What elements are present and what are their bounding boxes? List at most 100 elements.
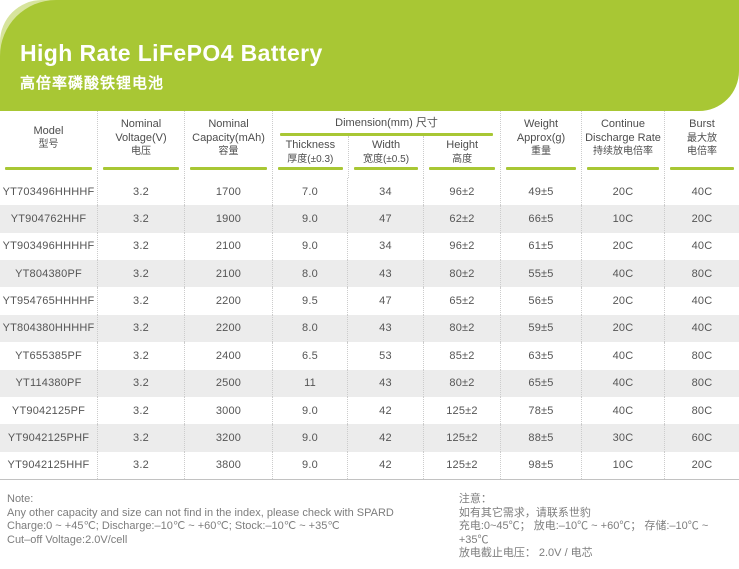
- cell-height: 96±2: [423, 178, 500, 206]
- cell-width: 43: [347, 369, 423, 397]
- cell-capacity: 1900: [184, 205, 272, 233]
- cell-height: 80±2: [423, 260, 500, 288]
- cell-capacity: 2400: [184, 342, 272, 370]
- battery-spec-table: Model 型号 Nominal Voltage(V) 电压 Nominal C…: [0, 111, 739, 480]
- cell-model: YT655385PF: [15, 349, 82, 362]
- header-label: Weight: [523, 117, 559, 130]
- table-row: YT804380HHHHF 3.2 2200 8.0 43 80±2 59±5 …: [0, 314, 739, 343]
- cell-weight: 56±5: [500, 287, 581, 315]
- cell-burst: 20C: [664, 205, 739, 233]
- cell-burst: 80C: [664, 396, 739, 425]
- header-label: Nominal: [208, 117, 249, 130]
- cell-height: 62±2: [423, 205, 500, 233]
- cell-capacity: 2200: [184, 314, 272, 343]
- cell-model: YT903496HHHHF: [2, 240, 95, 253]
- table-row: YT9042125PHF 3.2 3200 9.0 42 125±2 88±5 …: [0, 424, 739, 452]
- cell-discharge-rate: 20C: [581, 314, 664, 343]
- cell-voltage: 3.2: [97, 205, 184, 233]
- cell-model: YT804380PF: [15, 267, 82, 280]
- cell-discharge-rate: 30C: [581, 424, 664, 452]
- cell-weight: 49±5: [500, 178, 581, 206]
- header-label-zh: 高度: [452, 153, 473, 165]
- cell-width: 42: [347, 424, 423, 452]
- header-underline: [5, 167, 92, 170]
- cell-voltage: 3.2: [97, 369, 184, 397]
- header-label: Width: [371, 139, 401, 152]
- header-underline: [587, 167, 659, 170]
- banner-background: High Rate LiFePO4 Battery 高倍率磷酸铁锂电池: [0, 0, 739, 111]
- footer-notes: Note: Any other capacity and size can no…: [0, 493, 739, 561]
- cell-height: 85±2: [423, 342, 500, 370]
- cell-thickness: 8.0: [272, 260, 347, 288]
- header-underline: [278, 167, 343, 170]
- cell-weight: 59±5: [500, 314, 581, 343]
- cell-weight: 63±5: [500, 342, 581, 370]
- cell-height: 80±2: [423, 369, 500, 397]
- cell-weight: 88±5: [500, 424, 581, 452]
- header-underline: [670, 167, 734, 170]
- cell-burst: 40C: [664, 178, 739, 206]
- header-group-dimension: Dimension(mm) 尺寸 Thickness 厚度(±0.3) Widt…: [272, 111, 500, 178]
- table-row: YT9042125PF 3.2 3000 9.0 42 125±2 78±5 4…: [0, 396, 739, 425]
- cell-thickness: 11: [272, 369, 347, 397]
- cell-voltage: 3.2: [97, 424, 184, 452]
- cell-model: YT904762HHF: [10, 213, 87, 226]
- cell-voltage: 3.2: [97, 287, 184, 315]
- header-banner: High Rate LiFePO4 Battery 高倍率磷酸铁锂电池: [0, 0, 739, 111]
- cell-capacity: 2500: [184, 369, 272, 397]
- page-subtitle: 高倍率磷酸铁锂电池: [20, 75, 165, 93]
- cell-model: YT703496HHHHF: [2, 185, 95, 198]
- cell-burst: 40C: [664, 287, 739, 315]
- header-cell-burst: Burst 最大放 电倍率: [664, 111, 739, 178]
- cell-burst: 40C: [664, 232, 739, 261]
- cell-width: 43: [347, 314, 423, 343]
- header-cell-thickness: Thickness 厚度(±0.3): [273, 136, 348, 178]
- cell-capacity: 1700: [184, 178, 272, 206]
- cell-height: 80±2: [423, 314, 500, 343]
- note-line: 充电:0~45℃； 放电:–10℃ ~ +60℃； 存储:–10℃ ~ +35℃: [458, 520, 709, 546]
- cell-thickness: 9.0: [272, 451, 347, 479]
- cell-width: 53: [347, 342, 423, 370]
- notes-chinese: 注意： 如有其它需求，请联系世豹 充电:0~45℃； 放电:–10℃ ~ +60…: [459, 493, 739, 561]
- header-label: Burst: [689, 118, 715, 131]
- cell-height: 125±2: [423, 396, 500, 425]
- header-label-zh: 重量: [531, 146, 551, 158]
- cell-height: 96±2: [423, 232, 500, 261]
- header-label-zh: 最大放: [687, 132, 717, 144]
- dimension-group-underline: [280, 133, 493, 136]
- header-underline: [190, 167, 267, 170]
- header-cell-discharge-rate: Continue Discharge Rate 持续放电倍率: [581, 111, 664, 178]
- header-label: Height: [446, 139, 479, 152]
- cell-thickness: 7.0: [272, 178, 347, 206]
- cell-discharge-rate: 20C: [581, 232, 664, 261]
- note-line: 放电截止电压： 2.0V / 电芯: [458, 547, 593, 559]
- cell-thickness: 9.0: [272, 205, 347, 233]
- cell-discharge-rate: 10C: [581, 451, 664, 479]
- cell-model: YT9042125PHF: [7, 431, 90, 444]
- table-row: YT804380PF 3.2 2100 8.0 43 80±2 55±5 40C…: [0, 260, 739, 288]
- cell-burst: 20C: [664, 451, 739, 479]
- cell-thickness: 9.0: [272, 424, 347, 452]
- header-cell-weight: Weight Approx(g) 重量: [500, 111, 581, 178]
- header-label: Approx(g): [516, 132, 566, 144]
- cell-width: 34: [347, 232, 423, 261]
- header-label: Capacity(mAh): [192, 132, 265, 144]
- cell-width: 47: [347, 287, 423, 315]
- header-label-zh: 持续放电倍率: [593, 146, 653, 158]
- cell-thickness: 9.0: [272, 232, 347, 261]
- cell-discharge-rate: 40C: [581, 396, 664, 425]
- cell-thickness: 9.0: [272, 396, 347, 425]
- cell-discharge-rate: 40C: [581, 260, 664, 288]
- cell-burst: 40C: [664, 314, 739, 343]
- cell-burst: 80C: [664, 342, 739, 370]
- cell-burst: 60C: [664, 424, 739, 452]
- header-label: Voltage(V): [115, 132, 167, 144]
- cell-voltage: 3.2: [97, 260, 184, 288]
- header-label: Discharge Rate: [585, 132, 661, 144]
- cell-height: 65±2: [423, 287, 500, 315]
- cell-weight: 61±5: [500, 232, 581, 261]
- cell-model: YT9042125HHF: [7, 459, 90, 472]
- header-label-zh: 电倍率: [687, 145, 717, 157]
- header-underline: [353, 167, 419, 170]
- cell-model: YT114380PF: [15, 377, 82, 390]
